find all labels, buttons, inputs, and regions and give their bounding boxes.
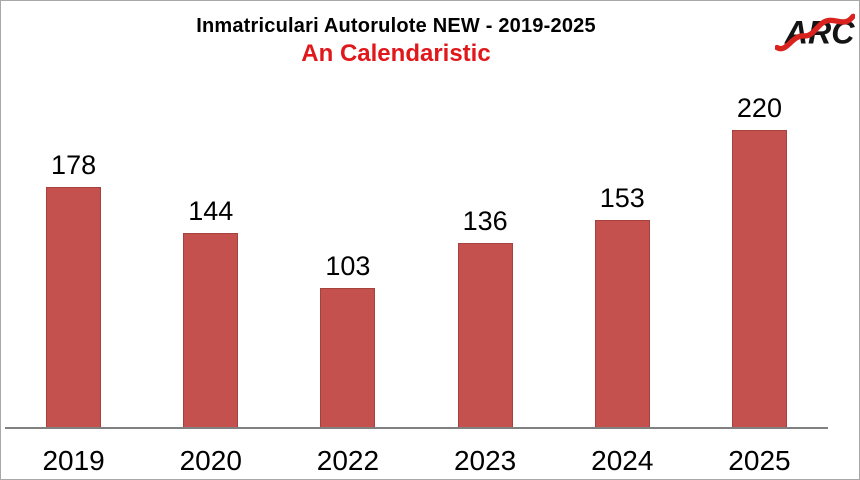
- bar-column-2024: 153: [554, 183, 691, 427]
- x-axis-label-2022: 2022: [316, 445, 380, 476]
- bars-row: 178 144 103 136 153 220: [5, 1, 828, 427]
- bar-column-2023: 136: [417, 206, 554, 427]
- bar-2025: [731, 130, 787, 427]
- x-axis-label-2025: 2025: [728, 445, 791, 476]
- bar-value-label: 136: [462, 206, 508, 236]
- chart-title: Inmatriculari Autorulote NEW - 2019-2025: [196, 15, 596, 37]
- bar-2023: [457, 243, 513, 427]
- chart-subtitle: An Calendaristic: [301, 40, 491, 67]
- bar-column-2019: 178: [5, 150, 142, 427]
- x-axis-label-2023: 2023: [453, 445, 517, 476]
- bar-column-2022: 103: [279, 251, 416, 427]
- x-axis-label-2020: 2020: [179, 445, 242, 476]
- bar-value-label: 103: [325, 251, 371, 281]
- bar-value-label: 178: [51, 150, 97, 180]
- bar-2024: [594, 220, 650, 427]
- bar-column-2025: 220: [691, 93, 828, 427]
- arc-logo-graphic: ARC: [774, 13, 856, 52]
- chart-header: Inmatriculari Autorulote NEW - 2019-2025…: [1, 14, 791, 68]
- bar-2019: [46, 187, 102, 427]
- bar-2020: [183, 233, 239, 427]
- bar-column-2020: 144: [142, 196, 279, 427]
- bar-value-label: 220: [736, 93, 782, 123]
- x-axis-label-2024: 2024: [591, 445, 654, 476]
- x-axis-line: [5, 427, 828, 429]
- bar-2022: [320, 288, 376, 427]
- bar-value-label: 144: [188, 196, 234, 226]
- arc-logo: ARC: [774, 7, 856, 55]
- x-axis-label-2019: 2019: [42, 445, 105, 476]
- x-axis-labels-row: 2019 2020 2022 2023 2024 2025: [5, 445, 828, 477]
- arc-logo-swoosh-icon: [774, 13, 856, 52]
- bar-value-label: 153: [599, 183, 645, 213]
